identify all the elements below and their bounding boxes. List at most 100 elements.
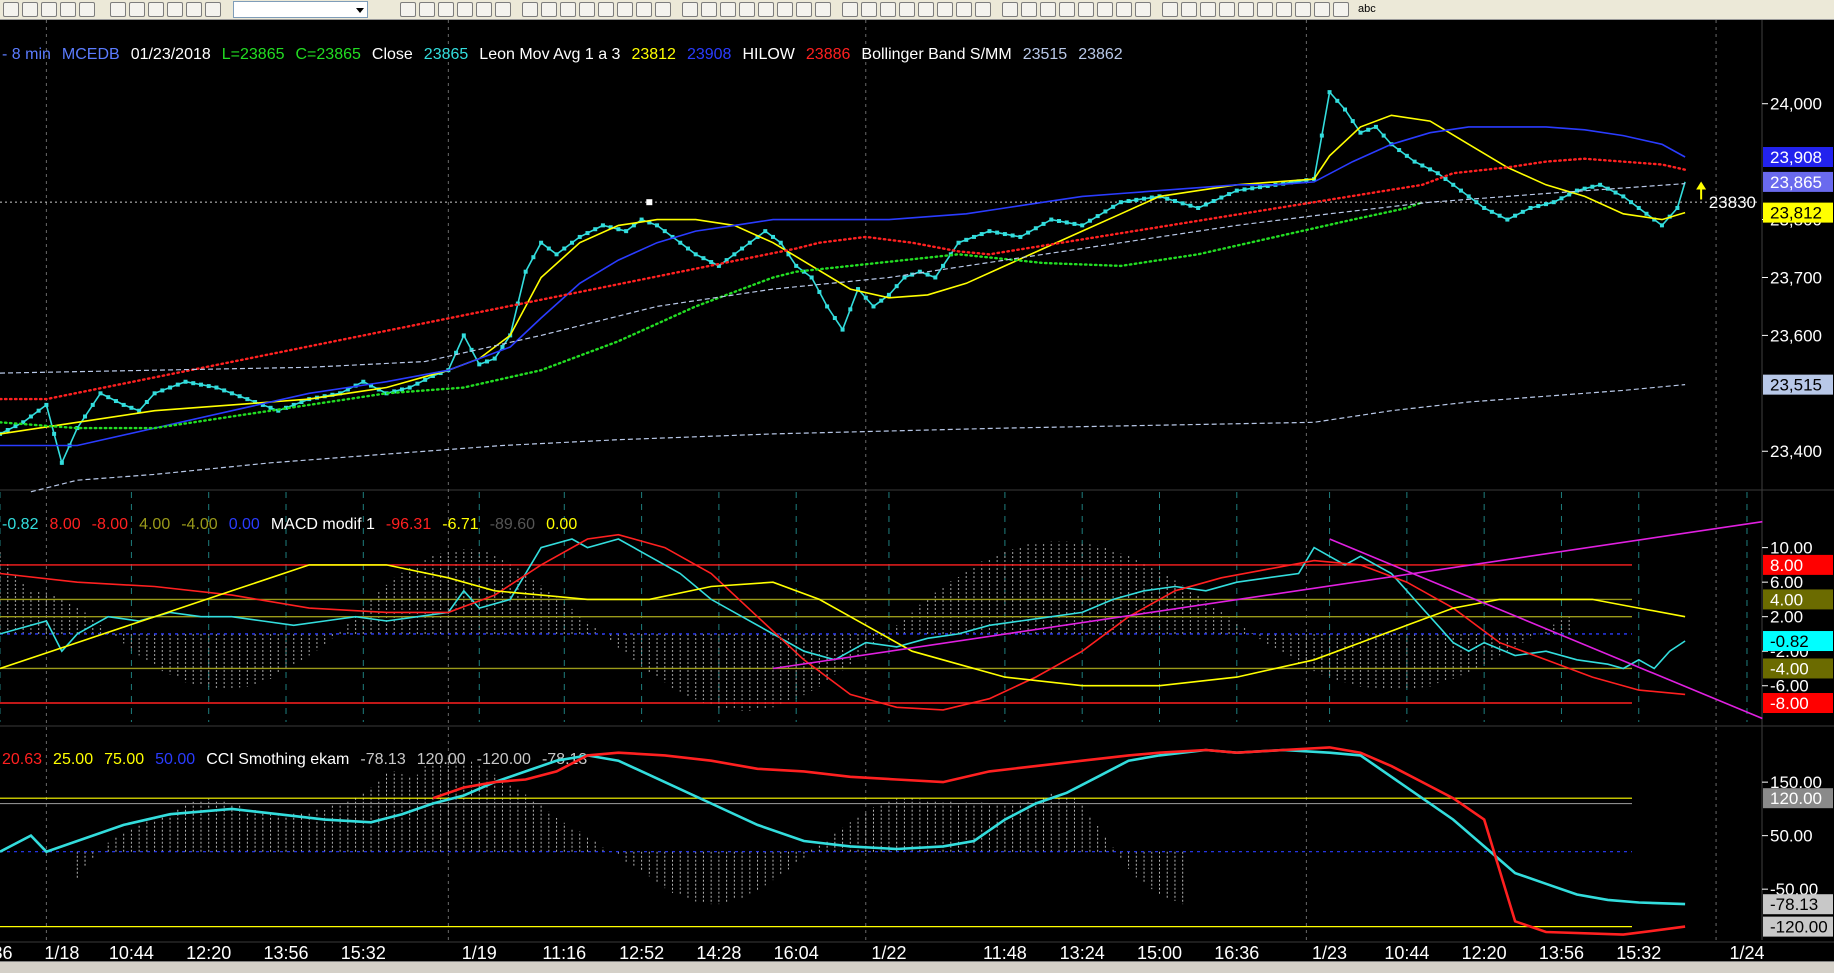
close-point [113,399,118,404]
toolbar-tool-23[interactable] [842,2,858,17]
toolbar-tool-42[interactable] [1219,2,1235,17]
cci-legend-item: 50.00 [155,751,195,768]
toolbar-tool-46[interactable] [1295,2,1311,17]
close-point [871,304,876,309]
text-annotation-tool-label[interactable]: abc [1358,3,1376,15]
toolbar-tool-39[interactable] [1162,2,1178,17]
toolbar-tool-14[interactable] [655,2,671,17]
close-point [1404,153,1409,158]
toolbar-tool-12[interactable] [617,2,633,17]
close-point [98,391,103,396]
toolbar-tool-26[interactable] [899,2,915,17]
toolbar-tool-33[interactable] [1040,2,1056,17]
close-point [361,379,366,384]
toolbar-tool-45[interactable] [1276,2,1292,17]
close-point [1520,209,1525,214]
price-legend-item: 23515 [1023,46,1068,63]
toolbar-tool-6[interactable] [495,2,511,17]
cci-legend-item: -120.00 [477,751,531,768]
toolbar-tool-25[interactable] [880,2,896,17]
timeframe-combo[interactable] [233,1,368,18]
close-point [191,381,196,386]
toolbar-tool-5[interactable] [476,2,492,17]
toolbar-tool-28[interactable] [937,2,953,17]
toolbar-tool-2[interactable] [419,2,435,17]
toolbar-tool-13[interactable] [636,2,652,17]
toolbar-tool-18[interactable] [739,2,755,17]
toolbar-tool-15[interactable] [682,2,698,17]
toolbar-button-1[interactable] [3,2,19,17]
toolbar-tool-8[interactable] [541,2,557,17]
close-point [1613,190,1618,195]
toolbar-button-11[interactable] [205,2,221,17]
toolbar-button-9[interactable] [167,2,183,17]
toolbar-tool-3[interactable] [438,2,454,17]
close-point [1451,182,1456,187]
stock-chart[interactable]: :36 1/18 10:44 12:20 13:56 15:32 1/19 11:16 12:5… [0,20,1834,961]
close-point [1111,204,1116,209]
toolbar-tool-47[interactable] [1314,2,1330,17]
close-point [655,223,660,228]
toolbar-tool-10[interactable] [579,2,595,17]
toolbar-tool-24[interactable] [861,2,877,17]
toolbar-button-7[interactable] [129,2,145,17]
macd-series-macd-modif-1-red [0,533,1686,711]
toolbar-tool-38[interactable] [1135,2,1151,17]
toolbar-tool-41[interactable] [1200,2,1216,17]
toolbar-tool-1[interactable] [400,2,416,17]
close-point [1165,196,1170,201]
toolbar-button-6[interactable] [110,2,126,17]
toolbar-button-4[interactable] [60,2,76,17]
macd-series-trendline-rising [772,520,1763,670]
close-point [500,344,505,349]
toolbar-button-5[interactable] [79,2,95,17]
toolbar-tool-40[interactable] [1181,2,1197,17]
toolbar-tool-35[interactable] [1078,2,1094,17]
macd-tag: -0.82 [1770,632,1809,651]
close-point [902,275,907,280]
close-point [1049,217,1054,222]
toolbar-tool-29[interactable] [956,2,972,17]
toolbar-tool-17[interactable] [720,2,736,17]
toolbar-button-8[interactable] [148,2,164,17]
toolbar-tool-22[interactable] [815,2,831,17]
close-point [291,402,296,407]
close-point [964,237,969,242]
close-point [786,252,791,257]
close-point [817,289,822,294]
toolbar-tool-34[interactable] [1059,2,1075,17]
toolbar-button-3[interactable] [41,2,57,17]
price-legend-item: HILOW [742,46,795,63]
toolbar-tool-32[interactable] [1021,2,1037,17]
toolbar-tool-21[interactable] [796,2,812,17]
close-point [608,225,613,230]
price-tag-bg [1763,374,1833,395]
close-point [369,383,374,388]
close-point [894,284,899,289]
macd-axis-label: 10.00 [1770,539,1813,558]
toolbar-tool-27[interactable] [918,2,934,17]
toolbar-tool-20[interactable] [777,2,793,17]
toolbar-tool-19[interactable] [758,2,774,17]
toolbar-tool-11[interactable] [598,2,614,17]
toolbar-tool-31[interactable] [1002,2,1018,17]
toolbar-tool-48[interactable] [1333,2,1349,17]
close-point [886,292,891,297]
close-point [21,420,26,425]
close-point [856,287,861,292]
toolbar-tool-7[interactable] [522,2,538,17]
price-legend-item: Leon Mov Avg 1 a 3 [479,46,620,63]
toolbar-tool-43[interactable] [1238,2,1254,17]
toolbar-tool-36[interactable] [1097,2,1113,17]
toolbar-tool-4[interactable] [457,2,473,17]
toolbar-button-10[interactable] [186,2,202,17]
toolbar-tool-30[interactable] [975,2,991,17]
toolbar-tool-37[interactable] [1116,2,1132,17]
toolbar-tool-44[interactable] [1257,2,1273,17]
macd-legend-item: -96.31 [386,516,431,533]
macd-series-macd-modif-1-cyan [0,538,1686,670]
toolbar-tool-9[interactable] [560,2,576,17]
toolbar-tool-16[interactable] [701,2,717,17]
series-bollinger-band-s-mm-upper [0,183,1686,374]
toolbar-button-2[interactable] [22,2,38,17]
